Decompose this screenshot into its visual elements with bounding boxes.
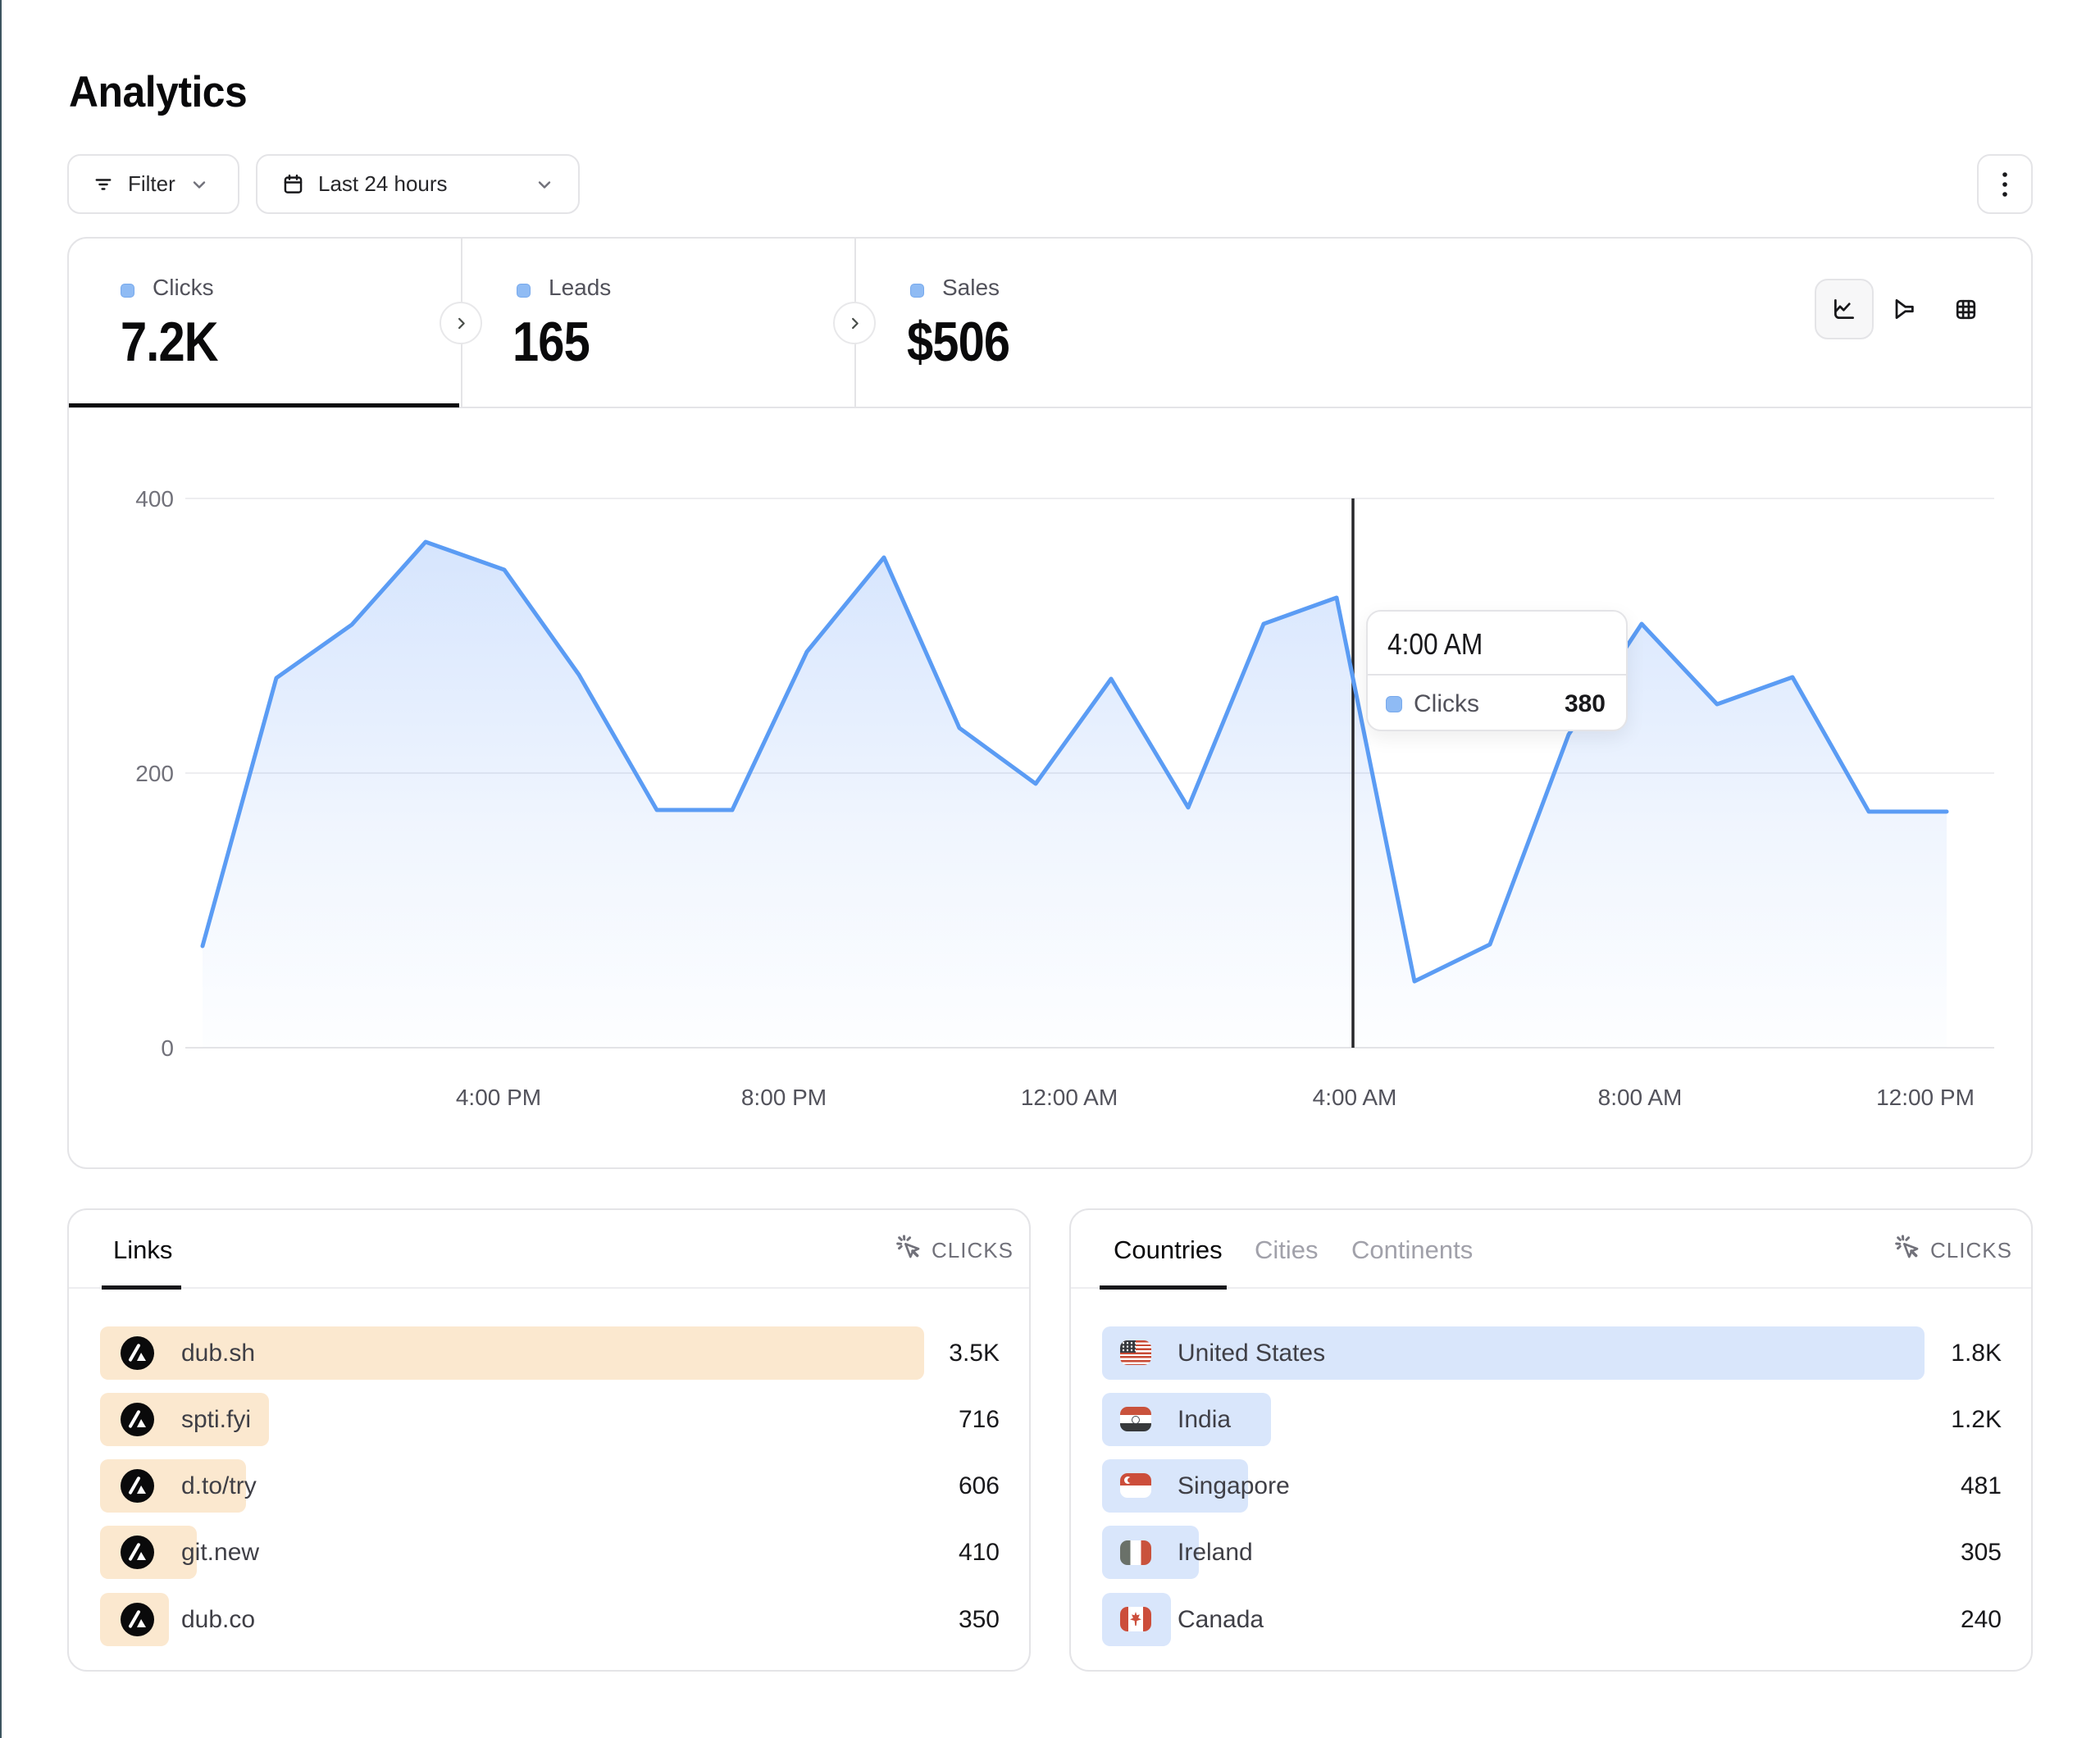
svg-text:4:00 PM: 4:00 PM (456, 1085, 541, 1110)
svg-text:400: 400 (135, 486, 174, 512)
svg-text:8:00 AM: 8:00 AM (1598, 1085, 1683, 1110)
svg-text:200: 200 (135, 761, 174, 786)
svg-text:4:00 AM: 4:00 AM (1313, 1085, 1397, 1110)
svg-text:12:00 AM: 12:00 AM (1021, 1085, 1118, 1110)
svg-text:8:00 PM: 8:00 PM (741, 1085, 827, 1110)
svg-text:0: 0 (161, 1035, 174, 1061)
svg-text:12:00 PM: 12:00 PM (1876, 1085, 1975, 1110)
